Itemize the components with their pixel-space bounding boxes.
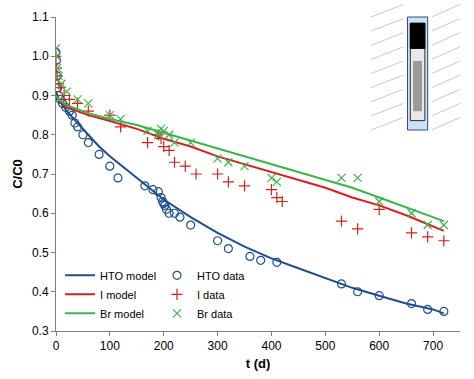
svg-text:I model: I model [100,289,136,301]
svg-text:700: 700 [423,339,443,353]
svg-text:600: 600 [369,339,389,353]
svg-text:0.9: 0.9 [32,89,49,103]
svg-text:0.6: 0.6 [32,206,49,220]
svg-text:400: 400 [261,339,281,353]
svg-text:HTO model: HTO model [100,270,156,282]
svg-text:C/C0: C/C0 [10,159,25,189]
svg-text:1.0: 1.0 [32,49,49,63]
svg-text:0.7: 0.7 [32,167,49,181]
svg-text:0.8: 0.8 [32,128,49,142]
svg-text:0.4: 0.4 [32,285,49,299]
svg-text:I data: I data [197,289,225,301]
svg-text:Br data: Br data [197,308,233,320]
svg-text:0: 0 [53,339,60,353]
svg-text:Br model: Br model [100,308,144,320]
svg-text:200: 200 [154,339,174,353]
svg-text:300: 300 [208,339,228,353]
svg-text:1.1: 1.1 [32,10,49,24]
svg-text:0.5: 0.5 [32,246,49,260]
svg-text:t (d): t (d) [246,356,271,371]
svg-text:0.3: 0.3 [32,324,49,338]
svg-text:100: 100 [100,339,120,353]
svg-text:500: 500 [315,339,335,353]
svg-text:HTO data: HTO data [197,270,245,282]
